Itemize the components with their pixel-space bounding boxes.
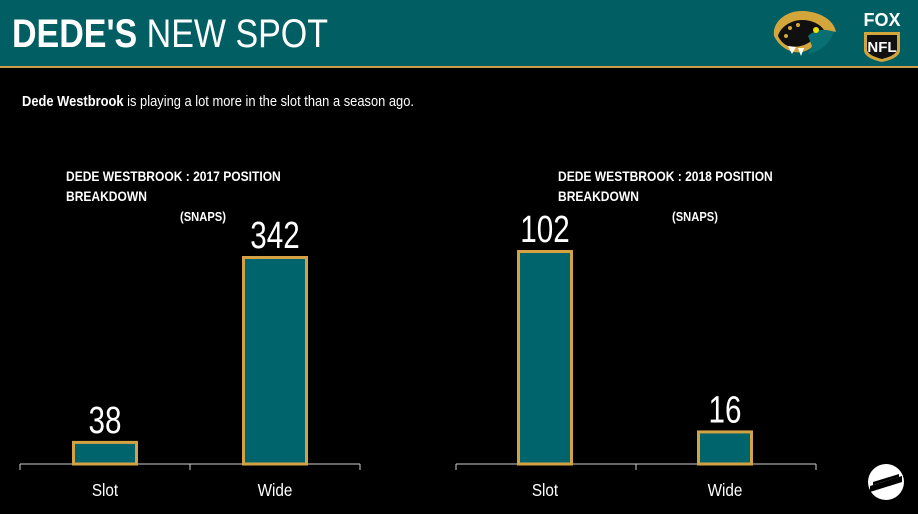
header-banner: DEDE'S NEW SPOT FOX NFL <box>0 0 918 68</box>
title-bold: DEDE'S <box>12 12 138 56</box>
chart-2018-title-line1: DEDE WESTBROOK : 2018 POSITION <box>558 168 773 184</box>
chart-2018-units: (SNAPS) <box>672 209 718 224</box>
title-light: NEW SPOT <box>146 12 329 56</box>
chart-2017-title-line2: BREAKDOWN <box>66 188 147 204</box>
chart-2018-title: DEDE WESTBROOK : 2018 POSITION BREAKDOWN <box>558 166 773 206</box>
chart-2018-bar-wide <box>697 430 753 466</box>
chart-2018-value-label: 16 <box>709 389 742 431</box>
fox-nfl-logo: FOX NFL <box>863 10 901 62</box>
chart-2018-category-label: Wide <box>708 480 743 500</box>
subtitle-player-name: Dede Westbrook <box>22 93 124 110</box>
chart-2017-category-label: Slot <box>92 480 119 500</box>
fox-nfl-logo-line2: NFL <box>867 39 896 56</box>
chart-2018-bar-slot <box>517 250 573 466</box>
chart-2017-value-label: 38 <box>89 399 122 441</box>
subtitle-text: is playing a lot more in the slot than a… <box>123 93 414 110</box>
chart-2017-units: (SNAPS) <box>180 209 226 224</box>
chart-subtitle: Dede Westbrook is playing a lot more in … <box>22 93 414 110</box>
page-title: DEDE'S NEW SPOT <box>12 12 328 56</box>
fox-nfl-logo-line1: FOX <box>863 10 900 30</box>
chart-2018-category-label: Slot <box>532 480 559 500</box>
pff-logo-icon <box>868 464 904 500</box>
chart-2017-title: DEDE WESTBROOK : 2017 POSITION BREAKDOWN <box>66 166 281 206</box>
jaguars-logo-icon <box>773 10 836 56</box>
chart-2017-bar-slot <box>72 440 138 466</box>
chart-2017-category-label: Wide <box>258 480 293 500</box>
chart-2018-title-line2: BREAKDOWN <box>558 188 639 204</box>
chart-2018-value-label: 102 <box>520 209 569 251</box>
chart-2017-bar-wide <box>242 256 308 466</box>
chart-2017-title-line1: DEDE WESTBROOK : 2017 POSITION <box>66 168 281 184</box>
chart-2017-value-label: 342 <box>250 215 299 257</box>
